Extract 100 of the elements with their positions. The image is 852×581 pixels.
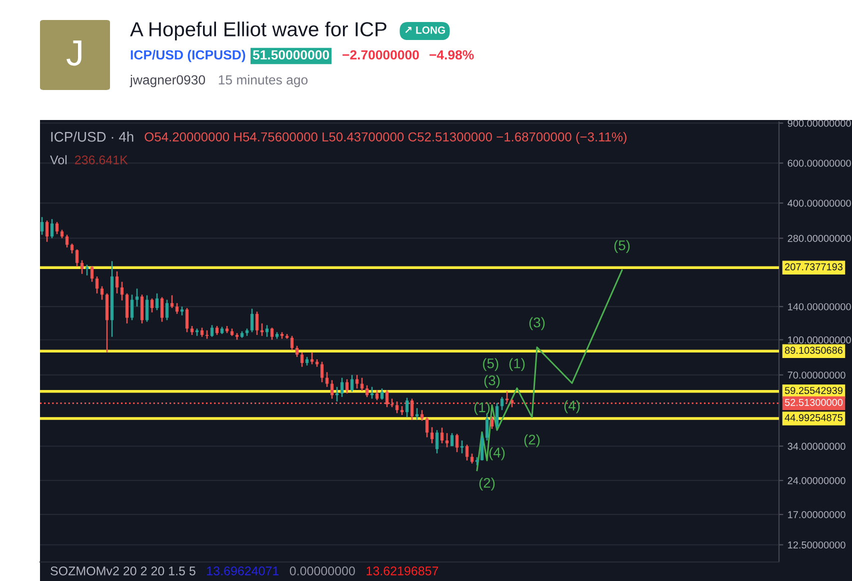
annotation: (5)	[482, 358, 498, 372]
candlestick	[460, 440, 464, 454]
annotation: (4)	[489, 447, 505, 460]
annotation: 236.641K	[75, 156, 128, 164]
y-tick-label: 280.00000000	[788, 234, 851, 242]
candlestick	[145, 294, 149, 322]
text: J	[66, 40, 82, 66]
candlestick	[495, 402, 499, 428]
candlestick	[55, 221, 59, 235]
candlestick	[430, 426, 434, 444]
candlestick	[150, 298, 154, 314]
candlestick	[200, 327, 204, 338]
ref-line-label: 207.7377193	[785, 263, 843, 270]
candlestick	[445, 432, 449, 448]
candlestick	[425, 416, 429, 438]
candlestick	[50, 218, 54, 239]
annotation: ICP/USD · 4h	[51, 132, 134, 142]
candlestick	[500, 396, 504, 411]
chart-title: A Hopeful Elliot wave for ICP	[130, 22, 386, 40]
ref-line-label: 44.99254875	[784, 414, 843, 422]
text: 51.50000000	[252, 50, 330, 60]
candlestick	[480, 432, 484, 462]
candlestick	[265, 324, 269, 338]
candlestick	[310, 352, 314, 365]
candlestick	[345, 378, 349, 394]
candlestick	[130, 294, 134, 321]
annotation: (2)	[479, 478, 495, 491]
candlestick	[170, 294, 174, 309]
candlestick	[440, 427, 444, 444]
candlestick	[65, 234, 69, 248]
candlestick	[115, 270, 119, 294]
annotation: (3)	[484, 375, 500, 388]
candlestick	[175, 302, 179, 315]
candlestick	[365, 384, 369, 398]
text: SOZMOMv2 20 2 20 1.5 5	[50, 566, 196, 576]
candlestick	[95, 276, 99, 294]
y-tick-label: 24.00000000	[788, 477, 846, 484]
candlestick	[250, 308, 254, 333]
annotation: (1)	[474, 402, 490, 415]
candlestick	[450, 432, 454, 447]
annotation: Vol	[50, 155, 67, 164]
candlestick	[415, 407, 419, 420]
candlestick	[330, 380, 334, 400]
y-tick-label: 600.00000000	[788, 160, 851, 167]
candlestick	[135, 288, 139, 308]
line-series	[476, 269, 623, 472]
annotation: (4)	[564, 400, 580, 414]
candlestick	[160, 296, 164, 322]
y-tick-label: 100.00000000	[788, 336, 851, 344]
text: 0.00000000	[290, 566, 355, 576]
candlestick	[325, 372, 329, 388]
candlestick	[70, 243, 74, 254]
candlestick	[270, 327, 274, 340]
candlestick	[165, 299, 169, 321]
ref-line-label: 59.25542939	[784, 386, 842, 394]
candlestick	[455, 433, 459, 453]
candlestick	[90, 266, 94, 282]
annotation: (1)	[509, 358, 525, 372]
candlestick	[420, 409, 424, 422]
ref-line-label: 52.51300000	[784, 398, 843, 406]
candlestick	[255, 311, 259, 336]
text: −2.70000000	[342, 50, 419, 60]
candlestick	[355, 374, 359, 390]
chart-subtitle: ICP/USD (ICPUSD)	[130, 50, 246, 62]
y-tick-label: 900.00000000	[788, 120, 851, 127]
candlestick	[140, 294, 144, 324]
text: 13.69624071	[207, 566, 279, 576]
candlestick	[340, 377, 344, 398]
candlestick	[470, 453, 474, 464]
text: −4.98%	[430, 50, 474, 60]
annotation: (5)	[614, 240, 630, 254]
candlestick	[295, 345, 299, 358]
candlestick	[155, 292, 159, 311]
candlestick	[210, 324, 214, 338]
y-tick-label: 140.00000000	[788, 303, 851, 310]
candlestick	[80, 260, 84, 275]
candlestick	[120, 281, 124, 302]
text: jwagner0930	[130, 74, 206, 88]
candlestick	[375, 390, 379, 401]
text: 15 minutes ago	[218, 74, 308, 88]
candlestick	[45, 220, 49, 242]
candlestick	[185, 307, 189, 333]
y-tick-label: 70.00000000	[788, 372, 846, 379]
y-tick-label: 34.00000000	[788, 442, 846, 450]
candlestick	[320, 361, 324, 383]
y-tick-label: 12.50000000	[788, 541, 846, 549]
candlestick	[85, 264, 89, 276]
annotation: O54.20000000 H54.75600000 L50.43700000 C52.51300000 −1.68700000 (−3.11%)	[144, 132, 626, 144]
candlestick	[40, 216, 44, 236]
candlestick	[405, 397, 409, 418]
annotation: (2)	[524, 434, 540, 448]
ref-line-label: 89.10350686	[784, 346, 843, 354]
annotation: (3)	[529, 317, 545, 330]
candlestick	[380, 388, 384, 400]
candlestick	[465, 444, 469, 462]
y-tick-label: 400.00000000	[788, 200, 851, 207]
candlestick	[360, 377, 364, 392]
text: ↗ LONG	[405, 26, 445, 34]
candlestick	[290, 335, 294, 351]
y-tick-label: 17.00000000	[788, 511, 846, 518]
